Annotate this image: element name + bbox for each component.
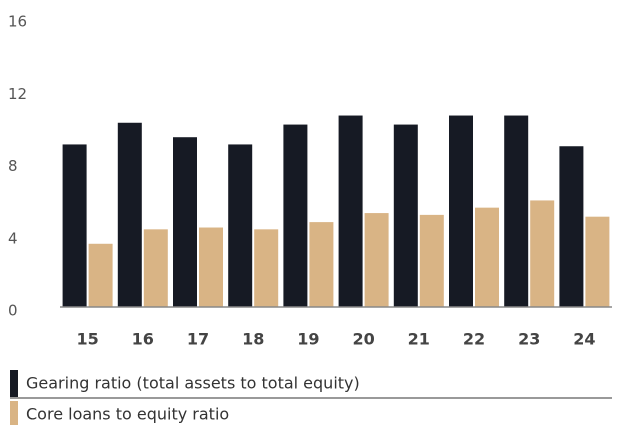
- x-tick-label: 20: [352, 330, 374, 349]
- bar: [559, 146, 584, 307]
- y-tick-label: 16: [8, 13, 27, 31]
- x-tick-label: 16: [132, 330, 154, 349]
- bar: [88, 243, 113, 307]
- legend-label: Core loans to equity ratio: [26, 405, 229, 424]
- bar: [504, 115, 529, 307]
- y-tick-label: 8: [8, 157, 18, 175]
- x-tick-label: 24: [573, 330, 595, 349]
- bar: [143, 229, 168, 307]
- bar: [364, 213, 389, 307]
- bar: [309, 222, 334, 307]
- bar: [449, 115, 473, 307]
- y-tick-label: 12: [8, 85, 27, 103]
- x-tick-label: 17: [187, 330, 209, 349]
- x-tick-label: 18: [242, 330, 264, 349]
- legend-swatch: [10, 401, 18, 425]
- bar: [475, 207, 499, 307]
- y-tick-label: 4: [8, 229, 18, 247]
- bar: [62, 144, 87, 307]
- x-tick-label: 22: [463, 330, 485, 349]
- y-tick-label: 0: [8, 302, 18, 320]
- bar: [338, 115, 363, 307]
- bar: [530, 200, 555, 307]
- bar: [419, 214, 444, 307]
- bar: [173, 137, 197, 307]
- legend-label: Gearing ratio (total assets to total equ…: [26, 374, 360, 393]
- bar: [254, 229, 279, 307]
- legend-swatch: [10, 370, 18, 397]
- x-tick-label: 21: [408, 330, 430, 349]
- bar: [585, 216, 610, 307]
- x-tick-label: 15: [76, 330, 98, 349]
- x-tick-label: 19: [297, 330, 319, 349]
- x-tick-label: 23: [518, 330, 540, 349]
- bar: [228, 144, 253, 307]
- bar: [283, 124, 308, 307]
- bar: [117, 122, 142, 307]
- bar: [199, 227, 223, 307]
- bar: [393, 124, 418, 307]
